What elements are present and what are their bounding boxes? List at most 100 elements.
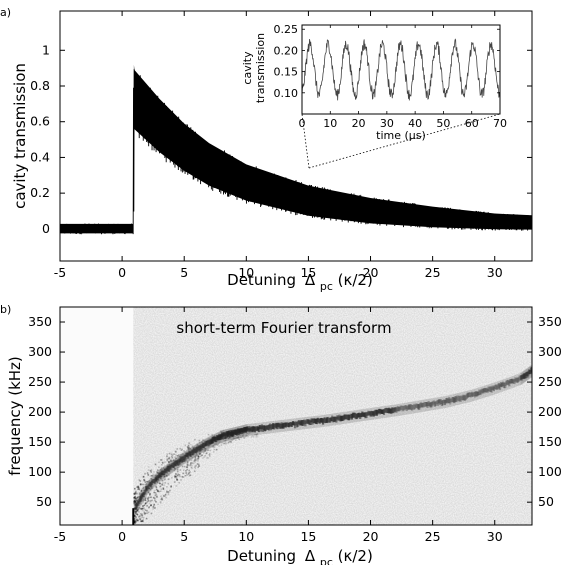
panel-b-ridge: [428, 402, 431, 407]
panel-b-ridge-halo: [195, 444, 198, 456]
panel-b-ridge-halo: [497, 380, 500, 393]
panel-b-speckle: [156, 488, 158, 491]
panel-b-ridge: [494, 384, 497, 390]
panel-b-ridge: [161, 470, 164, 476]
panel-b-speckle: [143, 479, 146, 482]
panel-b-ridge: [180, 456, 183, 462]
panel-b-ridge-halo: [165, 464, 168, 477]
panel-b-ridge: [164, 468, 167, 473]
panel-b-speckle: [166, 459, 169, 462]
panel-b-speckle: [143, 511, 146, 514]
panel-b-ridge: [296, 422, 299, 428]
panel-b-speckle: [163, 474, 165, 476]
panel-b-speckle: [134, 504, 137, 506]
panel-b-speckle: [146, 487, 148, 489]
panel-b-speckle: [149, 475, 152, 477]
panel-b-speckle: [207, 440, 209, 442]
panel-b-ridge: [196, 446, 199, 452]
panel-b-ridge-halo: [154, 473, 157, 486]
panel-b-ridge-halo: [180, 453, 183, 466]
panel-b-ridge-halo: [173, 459, 176, 471]
panel-b-speckle: [133, 518, 136, 520]
panel-b-ridge: [155, 477, 158, 482]
panel-b-speckle: [176, 467, 179, 469]
panel-b-speckle: [178, 481, 180, 484]
panel-b-speckle: [204, 443, 207, 445]
panel-b-ridge-halo: [513, 375, 516, 388]
panel-b-ridge: [433, 401, 436, 407]
panel-b-speckle: [253, 433, 255, 435]
panel-b-ridge-halo: [151, 477, 154, 490]
panel-b-speckle: [150, 471, 152, 473]
panel-b-speckle: [137, 486, 140, 489]
panel-b-ridge-halo: [494, 382, 497, 395]
panel-b-speckle: [147, 466, 150, 468]
panel-b-ridge-halo: [511, 376, 514, 389]
panel-b-ridge: [495, 385, 498, 390]
panel-b-ridge: [207, 440, 210, 446]
panel-b-speckle: [167, 491, 170, 493]
panel-b-ridge: [454, 396, 457, 402]
panel-b-speckle: [173, 481, 176, 483]
panel-b-speckle: [143, 483, 145, 486]
panel-b-speckle: [248, 432, 250, 434]
panel-b-ridge: [135, 502, 138, 507]
panel-b-ridge-halo: [477, 387, 480, 400]
panel-b-speckle: [167, 478, 169, 481]
panel-b-speckle: [166, 486, 168, 488]
panel-b-ridge: [164, 469, 167, 475]
panel-b-speckle: [156, 481, 158, 483]
panel-b-ridge: [444, 399, 447, 406]
panel-b-ridge: [529, 369, 532, 375]
panel-b-speckle: [144, 481, 147, 483]
panel-b-ridge-halo: [177, 456, 180, 468]
panel-b-speckle: [213, 443, 216, 446]
panel-b-speckle: [176, 448, 178, 450]
panel-b-speckle: [146, 509, 148, 512]
panel-b-speckle: [189, 474, 192, 477]
panel-b-speckle: [217, 441, 219, 443]
panel-b-ridge: [166, 466, 169, 471]
panel-b-speckle: [186, 466, 188, 469]
panel-b-speckle: [135, 492, 137, 495]
panel-b-speckle: [170, 458, 172, 461]
panel-b-speckle: [216, 448, 218, 451]
panel-b-ridge-halo: [178, 455, 181, 468]
panel-b-speckle: [153, 497, 156, 500]
panel-b-ridge-halo: [185, 450, 188, 463]
panel-b-ridge-halo: [178, 455, 181, 468]
panel-b-ridge-halo: [304, 417, 307, 430]
panel-b-speckle: [212, 445, 215, 447]
panel-b-ridge: [148, 484, 151, 490]
panel-b-speckle: [141, 514, 143, 517]
panel-b-speckle: [141, 483, 144, 486]
panel-b-speckle: [207, 457, 209, 459]
panel-b-speckle: [136, 496, 139, 499]
panel-b-speckle: [138, 493, 141, 495]
panel-a-xtick-label: 20: [363, 265, 379, 280]
panel-b-ridge-halo: [269, 421, 272, 434]
panel-b-ridge-halo: [176, 456, 179, 469]
panel-b-speckle: [202, 446, 205, 448]
panel-b-label: b): [0, 303, 11, 316]
panel-b-ridge-halo: [181, 453, 184, 466]
panel-b-speckle: [134, 511, 137, 513]
panel-b-ridge: [151, 480, 154, 485]
panel-b-speckle: [143, 508, 146, 510]
panel-b-ridge-halo: [454, 393, 457, 406]
panel-b-ridge-halo: [196, 443, 199, 456]
panel-b-ridge: [462, 394, 465, 401]
panel-b-speckle: [133, 521, 136, 524]
panel-b-ridge: [136, 502, 139, 509]
panel-b-ridge: [179, 457, 182, 463]
panel-b-ridge: [203, 441, 207, 447]
panel-b-speckle: [137, 488, 139, 490]
panel-b-speckle: [174, 476, 176, 478]
panel-b-ridge: [490, 387, 493, 393]
panel-b-speckle: [177, 464, 179, 466]
panel-b-speckle: [193, 446, 196, 449]
panel-b-ridge: [504, 382, 507, 389]
panel-b-speckle: [181, 448, 183, 450]
panel-b-ridge-halo: [188, 448, 191, 461]
panel-b-speckle: [250, 430, 253, 433]
